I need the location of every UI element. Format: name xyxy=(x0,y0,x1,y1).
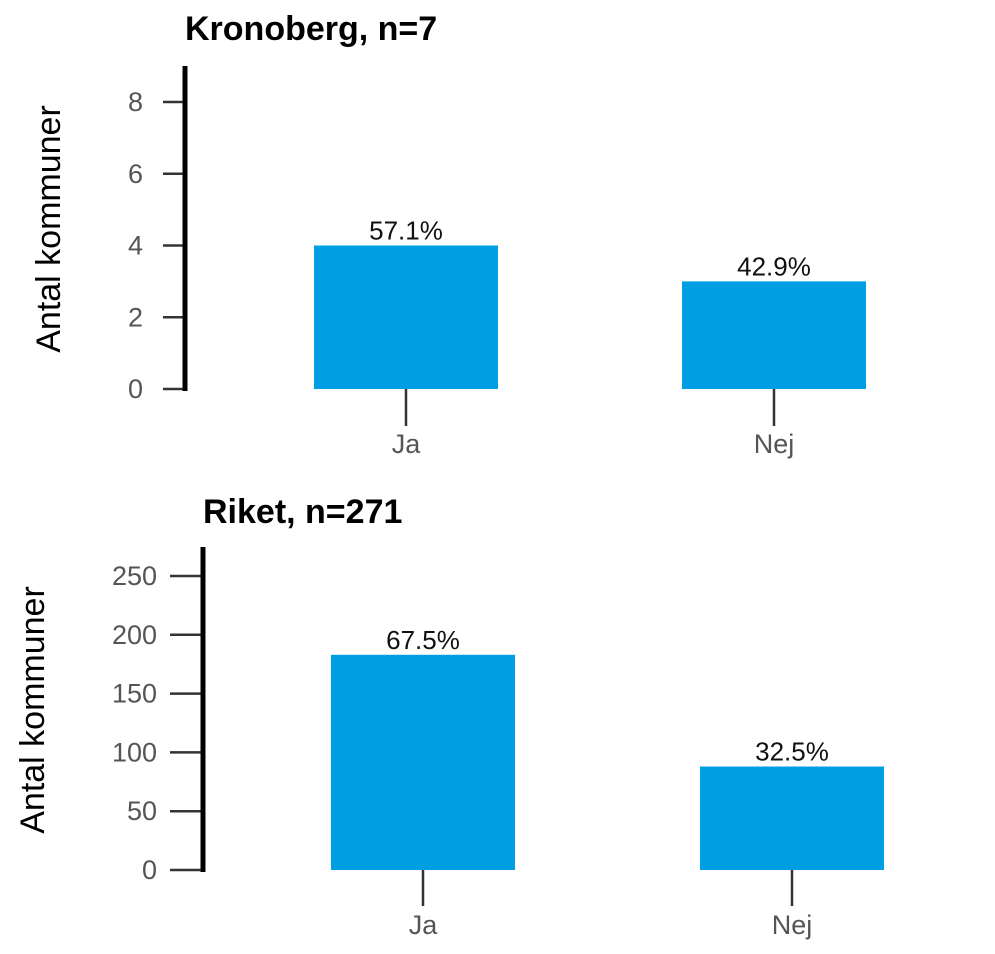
y-tick-label: 50 xyxy=(127,796,157,826)
y-tick-label: 250 xyxy=(112,561,157,591)
data-label: 32.5% xyxy=(755,737,829,767)
y-tick-label: 200 xyxy=(112,620,157,650)
y-axis-label: Antal kommuner xyxy=(14,586,52,834)
bar xyxy=(314,245,498,389)
data-label: 57.1% xyxy=(369,216,443,246)
x-tick-label: Ja xyxy=(409,910,439,940)
y-tick-label: 0 xyxy=(128,374,143,404)
x-tick-label: Nej xyxy=(772,910,813,940)
chart-title: Riket, n=271 xyxy=(203,493,402,531)
chart-kronoberg: Kronoberg, n=7 Antal kommuner 0 2 4 6 8 57.1… xyxy=(30,10,866,459)
bar xyxy=(700,766,884,870)
y-axis-ticks: 0 50 100 150 200 250 xyxy=(112,561,203,885)
bars: 67.5% Ja 32.5% Nej xyxy=(331,625,884,940)
y-axis-label: Antal kommuner xyxy=(30,105,68,353)
y-tick-label: 8 xyxy=(128,87,143,117)
y-tick-label: 100 xyxy=(112,737,157,767)
y-tick-label: 2 xyxy=(128,302,143,332)
y-tick-label: 150 xyxy=(112,679,157,709)
x-tick-label: Nej xyxy=(754,429,795,459)
chart-riket: Riket, n=271 Antal kommuner 0 50 100 150 200… xyxy=(14,493,884,940)
x-tick-label: Ja xyxy=(392,429,422,459)
y-tick-label: 0 xyxy=(142,855,157,885)
data-label: 67.5% xyxy=(386,625,460,655)
chart-title: Kronoberg, n=7 xyxy=(185,10,437,48)
bar xyxy=(682,281,866,389)
y-axis-ticks: 0 2 4 6 8 xyxy=(128,87,185,404)
y-tick-label: 4 xyxy=(128,231,143,261)
y-tick-label: 6 xyxy=(128,159,143,189)
data-label: 42.9% xyxy=(737,251,811,281)
bars: 57.1% Ja 42.9% Nej xyxy=(314,216,866,459)
bar xyxy=(331,654,515,870)
